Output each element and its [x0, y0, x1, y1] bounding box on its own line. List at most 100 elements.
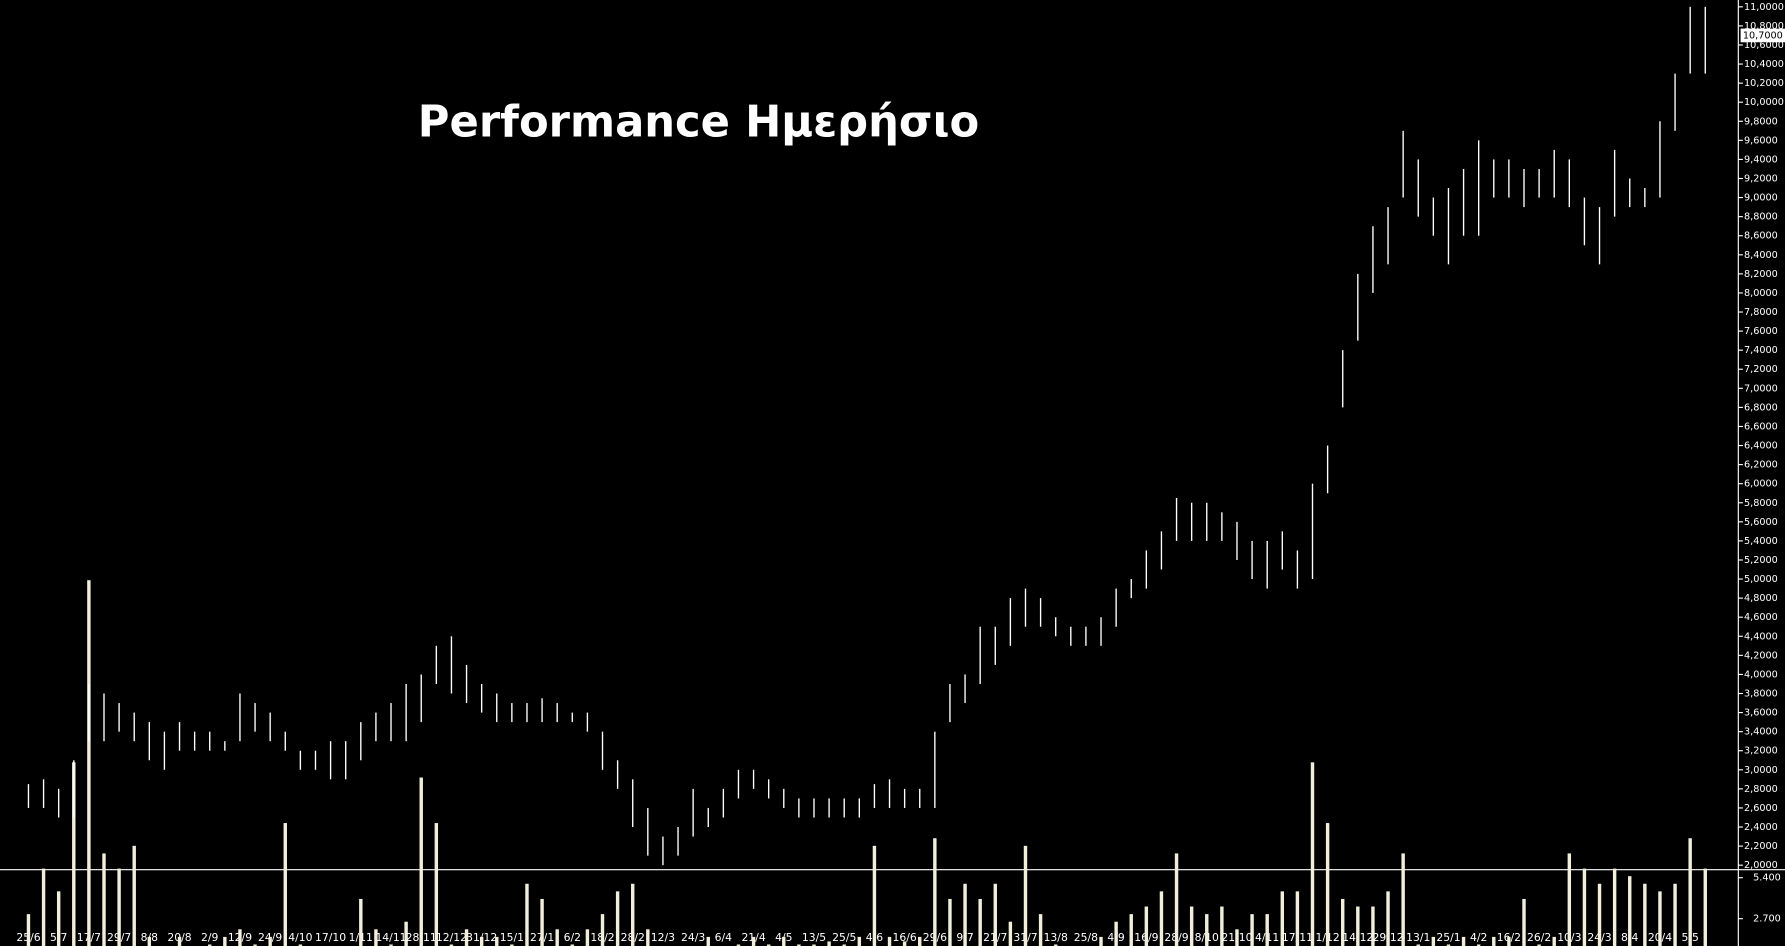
volume-bar: [117, 868, 121, 946]
volume-bar: [1310, 762, 1315, 946]
y-tick-label: 9,8000: [1744, 116, 1778, 127]
volume-bar: [706, 936, 710, 946]
volume-bar: [1265, 914, 1269, 946]
volume-bar: [374, 929, 378, 946]
y-tick-label: 4,0000: [1744, 669, 1778, 680]
volume-bar: [1144, 906, 1149, 946]
x-tick-label: 17/10: [315, 931, 346, 944]
y-tick-label: 6,2000: [1744, 460, 1778, 471]
volume-bar: [449, 944, 454, 946]
volume-bar: [1612, 868, 1617, 946]
x-tick-label: 13/5: [802, 931, 826, 944]
volume-bar: [993, 883, 997, 946]
y-tick-label: 9,6000: [1744, 135, 1778, 146]
volume-bar: [1492, 936, 1496, 946]
volume-bar: [419, 777, 423, 946]
volume-bar: [1476, 944, 1481, 946]
y-tick-label: 2,0000: [1744, 860, 1778, 871]
volume-bar: [1280, 891, 1285, 946]
volume-bar: [842, 944, 846, 946]
volume-bar: [887, 936, 892, 946]
volume-bar: [1658, 891, 1662, 946]
y-tick-label: 9,4000: [1744, 154, 1778, 165]
volume-bar: [72, 762, 76, 946]
volume-bar: [253, 944, 257, 946]
volume-bar: [1567, 853, 1572, 946]
y-tick-label: 2,6000: [1744, 803, 1778, 814]
volume-bar: [585, 929, 590, 946]
volume-bar: [1205, 914, 1209, 946]
volume-bar: [283, 823, 287, 946]
y-tick-label: 6,8000: [1744, 402, 1778, 413]
volume-bar: [268, 936, 272, 946]
volume-bar: [736, 944, 741, 946]
volume-bar: [872, 845, 877, 946]
volume-bar: [1628, 876, 1632, 946]
y-tick-label: 7,0000: [1744, 383, 1778, 394]
volume-bar: [298, 944, 303, 946]
volume-bar: [1023, 845, 1028, 946]
x-tick-label: 13/1: [1406, 931, 1430, 944]
volume-bar: [1582, 868, 1587, 946]
volume-bar: [857, 936, 862, 946]
x-tick-label: 25/5: [832, 931, 856, 944]
y-tick-label: 7,4000: [1744, 345, 1778, 356]
y-tick-label: 8,2000: [1744, 269, 1778, 280]
volume-bar: [495, 936, 499, 946]
volume-bar: [812, 944, 816, 946]
x-tick-label: 4/10: [288, 931, 312, 944]
volume-bar: [1643, 883, 1647, 946]
volume-bar: [510, 944, 514, 946]
volume-bar: [646, 929, 650, 946]
x-tick-label: 25/1: [1436, 931, 1460, 944]
volume-bar: [766, 944, 771, 946]
y-tick-label: 6,6000: [1744, 421, 1778, 432]
volume-bar: [1431, 936, 1436, 946]
volume-bar: [479, 936, 484, 946]
volume-bar: [525, 883, 529, 946]
volume-bar: [1189, 906, 1194, 946]
y-tick-label: 8,4000: [1744, 250, 1778, 261]
volume-bar: [615, 891, 620, 946]
volume-bar: [933, 838, 937, 946]
y-tick-label: 10,2000: [1744, 78, 1784, 89]
volume-bar: [434, 823, 439, 946]
volume-bar: [902, 941, 907, 946]
volume-bar: [1235, 929, 1239, 946]
volume-bar: [389, 944, 393, 946]
volume-bar: [1386, 891, 1390, 946]
y-tick-label: 8,0000: [1744, 288, 1778, 299]
y-tick-label: 2,2000: [1744, 841, 1778, 852]
y-tick-label: 7,6000: [1744, 326, 1778, 337]
volume-bar: [631, 883, 635, 946]
volume-bar: [208, 944, 212, 946]
volume-bar: [1053, 944, 1058, 946]
y-tick-label: 3,2000: [1744, 746, 1778, 757]
volume-bar: [359, 898, 363, 946]
volume-bar: [404, 921, 408, 946]
x-tick-label: 4/2: [1470, 931, 1487, 944]
volume-bar: [132, 845, 136, 946]
volume-bar: [1507, 936, 1511, 946]
volume-bar: [1099, 936, 1103, 946]
volume-bar: [1688, 838, 1692, 946]
volume-bar: [1159, 891, 1164, 946]
volume-bar: [600, 914, 605, 946]
volume-bar: [555, 929, 559, 946]
volume-bar: [978, 898, 982, 946]
volume-bar: [177, 936, 182, 946]
y-tick-label: 11,0000: [1744, 2, 1784, 13]
volume-bar: [1250, 914, 1254, 946]
volume-bar: [1220, 906, 1224, 946]
volume-bar: [1371, 906, 1375, 946]
y-tick-label: 10,4000: [1744, 59, 1784, 70]
volume-bar: [1129, 914, 1133, 946]
y-tick-label: 5,8000: [1744, 498, 1778, 509]
volume-bar: [1341, 898, 1345, 946]
volume-bar: [751, 936, 756, 946]
volume-bar: [1673, 883, 1677, 946]
y-tick-label: 10,6000: [1744, 40, 1784, 51]
y-tick-label: 4,6000: [1744, 612, 1778, 623]
